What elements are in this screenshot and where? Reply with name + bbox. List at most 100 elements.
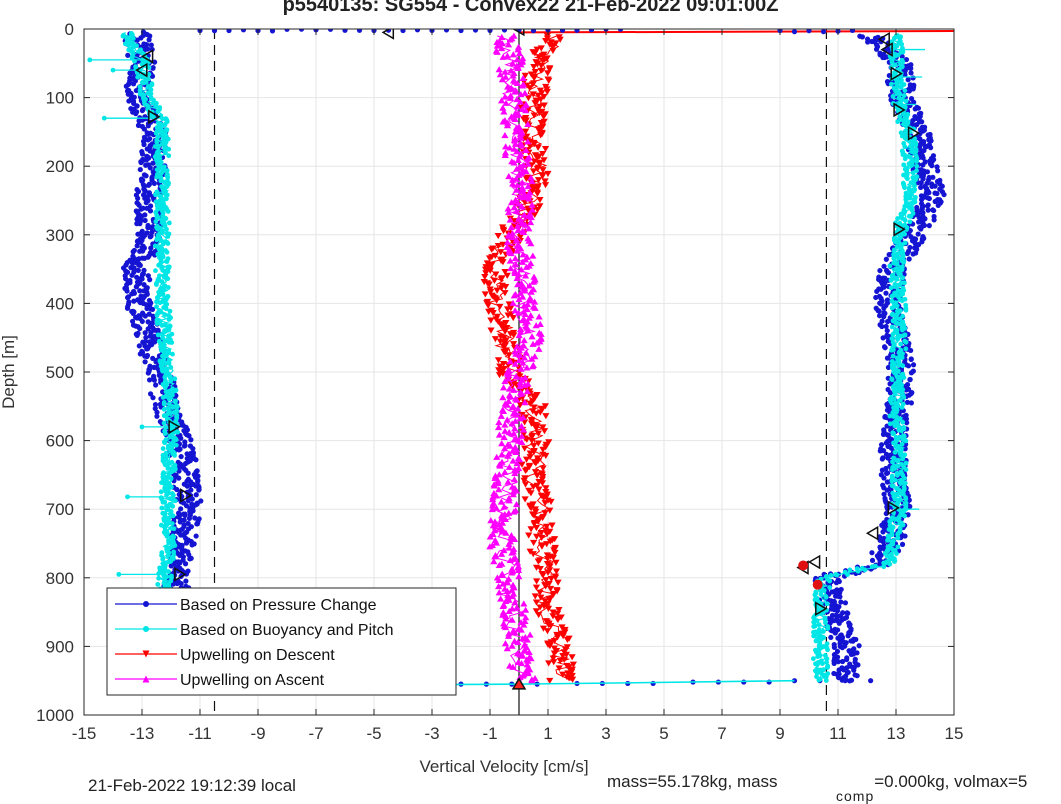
- buoyancy-ascent-point: [898, 290, 904, 296]
- pressure-descent-point: [145, 182, 152, 188]
- buoyancy-descent-point: [160, 213, 166, 219]
- upwelling-descent-marker: [545, 77, 553, 84]
- upwelling-ascent-marker: [528, 355, 536, 362]
- pressure-descent-point: [185, 470, 191, 476]
- upwelling-descent-marker: [549, 655, 557, 662]
- pressure-ascent-point: [876, 308, 882, 314]
- pressure-descent-point: [190, 446, 196, 452]
- buoyancy-spike-point: [125, 494, 130, 500]
- upwelling-descent-marker: [532, 608, 540, 615]
- upwelling-ascent-marker: [510, 476, 518, 483]
- pressure-ascent-point: [885, 318, 891, 325]
- upwelling-descent-marker: [540, 495, 548, 502]
- pressure-descent-point: [181, 443, 188, 449]
- upwelling-descent-marker: [569, 661, 577, 668]
- upwelling-descent-marker: [488, 246, 496, 253]
- buoyancy-ascent-point: [895, 535, 901, 541]
- upwelling-descent-marker: [497, 285, 506, 292]
- buoyancy-ascent-point: [894, 276, 900, 282]
- upwelling-ascent-marker: [513, 604, 521, 611]
- buoyancy-ascent-point: [817, 630, 822, 636]
- upwelling-descent-marker: [497, 276, 505, 283]
- pressure-descent-point: [143, 200, 149, 206]
- upwelling-ascent-marker: [520, 190, 528, 197]
- pressure-ascent-point: [832, 593, 839, 599]
- upwelling-descent-marker: [545, 66, 554, 73]
- upwelling-ascent-marker: [501, 445, 509, 452]
- buoyancy-ascent-point: [888, 285, 894, 291]
- buoyancy-ascent-point: [893, 320, 899, 326]
- buoyancy-descent-point: [158, 194, 164, 200]
- pressure-ascent-point: [881, 263, 887, 269]
- buoyancy-ascent-point: [811, 615, 817, 621]
- upwelling-ascent-marker: [495, 486, 503, 493]
- upwelling-ascent-marker: [514, 226, 522, 233]
- upwelling-ascent-marker: [531, 304, 539, 311]
- pressure-ascent-point: [869, 550, 875, 556]
- buoyancy-ascent-point: [811, 633, 817, 639]
- buoyancy-ascent-point: [896, 359, 902, 365]
- buoyancy-descent-point: [154, 215, 160, 221]
- pressure-ascent-point: [850, 651, 857, 657]
- buoyancy-spike-point: [116, 571, 122, 577]
- upwelling-ascent-marker: [518, 610, 526, 617]
- buoyancy-descent-point: [168, 364, 174, 370]
- pressure-surface-point: [226, 29, 232, 34]
- upwelling-ascent-marker: [521, 319, 530, 326]
- pressure-descent-point: [145, 370, 151, 376]
- buoyancy-descent-point: [172, 399, 178, 405]
- pressure-ascent-point: [844, 656, 850, 663]
- upwelling-ascent-marker: [505, 509, 513, 516]
- pressure-ascent-point: [925, 203, 931, 209]
- upwelling-ascent-marker: [510, 386, 518, 393]
- upwelling-descent-marker: [516, 401, 524, 409]
- pressure-ascent-point: [851, 667, 857, 673]
- upwelling-ascent-marker: [497, 595, 505, 602]
- pressure-descent-point: [134, 37, 140, 43]
- x-tick-label: -15: [72, 724, 97, 743]
- upwelling-descent-marker: [538, 476, 547, 483]
- upwelling-ascent-marker: [514, 281, 522, 288]
- upwelling-descent-marker: [559, 652, 567, 660]
- upwelling-descent-marker: [530, 539, 538, 547]
- pressure-ascent-point: [918, 226, 924, 232]
- pressure-descent-point: [138, 159, 144, 166]
- upwelling-ascent-marker: [498, 440, 506, 447]
- buoyancy-ascent-point: [891, 247, 897, 253]
- upwelling-ascent-marker: [495, 520, 504, 528]
- legend-label: Based on Buoyancy and Pitch: [180, 622, 393, 639]
- legend-label: Upwelling on Descent: [180, 647, 335, 664]
- pressure-descent-point: [150, 395, 156, 401]
- buoyancy-descent-point: [163, 150, 168, 156]
- buoyancy-descent-point: [146, 76, 151, 82]
- legend: Based on Pressure Change Based on Buoyanc…: [106, 587, 457, 696]
- upwelling-descent-marker: [543, 556, 552, 563]
- pressure-surface-point: [559, 29, 566, 33]
- pressure-descent-point: [152, 401, 159, 408]
- upwelling-ascent-marker: [510, 204, 518, 211]
- upwelling-descent-marker: [539, 465, 547, 472]
- upwelling-descent-marker: [531, 211, 539, 219]
- footer-comp-rest: =0.000kg, volmax=5: [874, 772, 1028, 791]
- x-tick-label: -13: [130, 724, 155, 743]
- upwelling-descent-marker: [505, 352, 513, 359]
- upwelling-descent-marker: [542, 485, 550, 492]
- upwelling-ascent-marker: [511, 115, 519, 122]
- buoyancy-ascent-point: [887, 561, 893, 567]
- upwelling-descent-marker: [552, 568, 561, 575]
- pressure-descent-point: [130, 310, 136, 316]
- pressure-ascent-point: [899, 53, 905, 60]
- pressure-descent-point: [186, 552, 192, 558]
- pressure-descent-point: [133, 331, 139, 337]
- buoyancy-ascent-point: [903, 123, 909, 129]
- buoyancy-descent-point: [166, 153, 172, 159]
- upwelling-ascent-marker: [506, 144, 514, 151]
- pressure-surface-point: [820, 29, 827, 35]
- pressure-descent-point: [189, 496, 195, 502]
- upwelling-ascent-marker: [527, 655, 535, 662]
- pressure-descent-point: [139, 107, 145, 114]
- pressure-ascent-point: [839, 658, 846, 665]
- upwelling-ascent-marker: [504, 371, 513, 378]
- pressure-descent-point: [178, 506, 184, 512]
- buoyancy-ascent-point: [827, 585, 833, 590]
